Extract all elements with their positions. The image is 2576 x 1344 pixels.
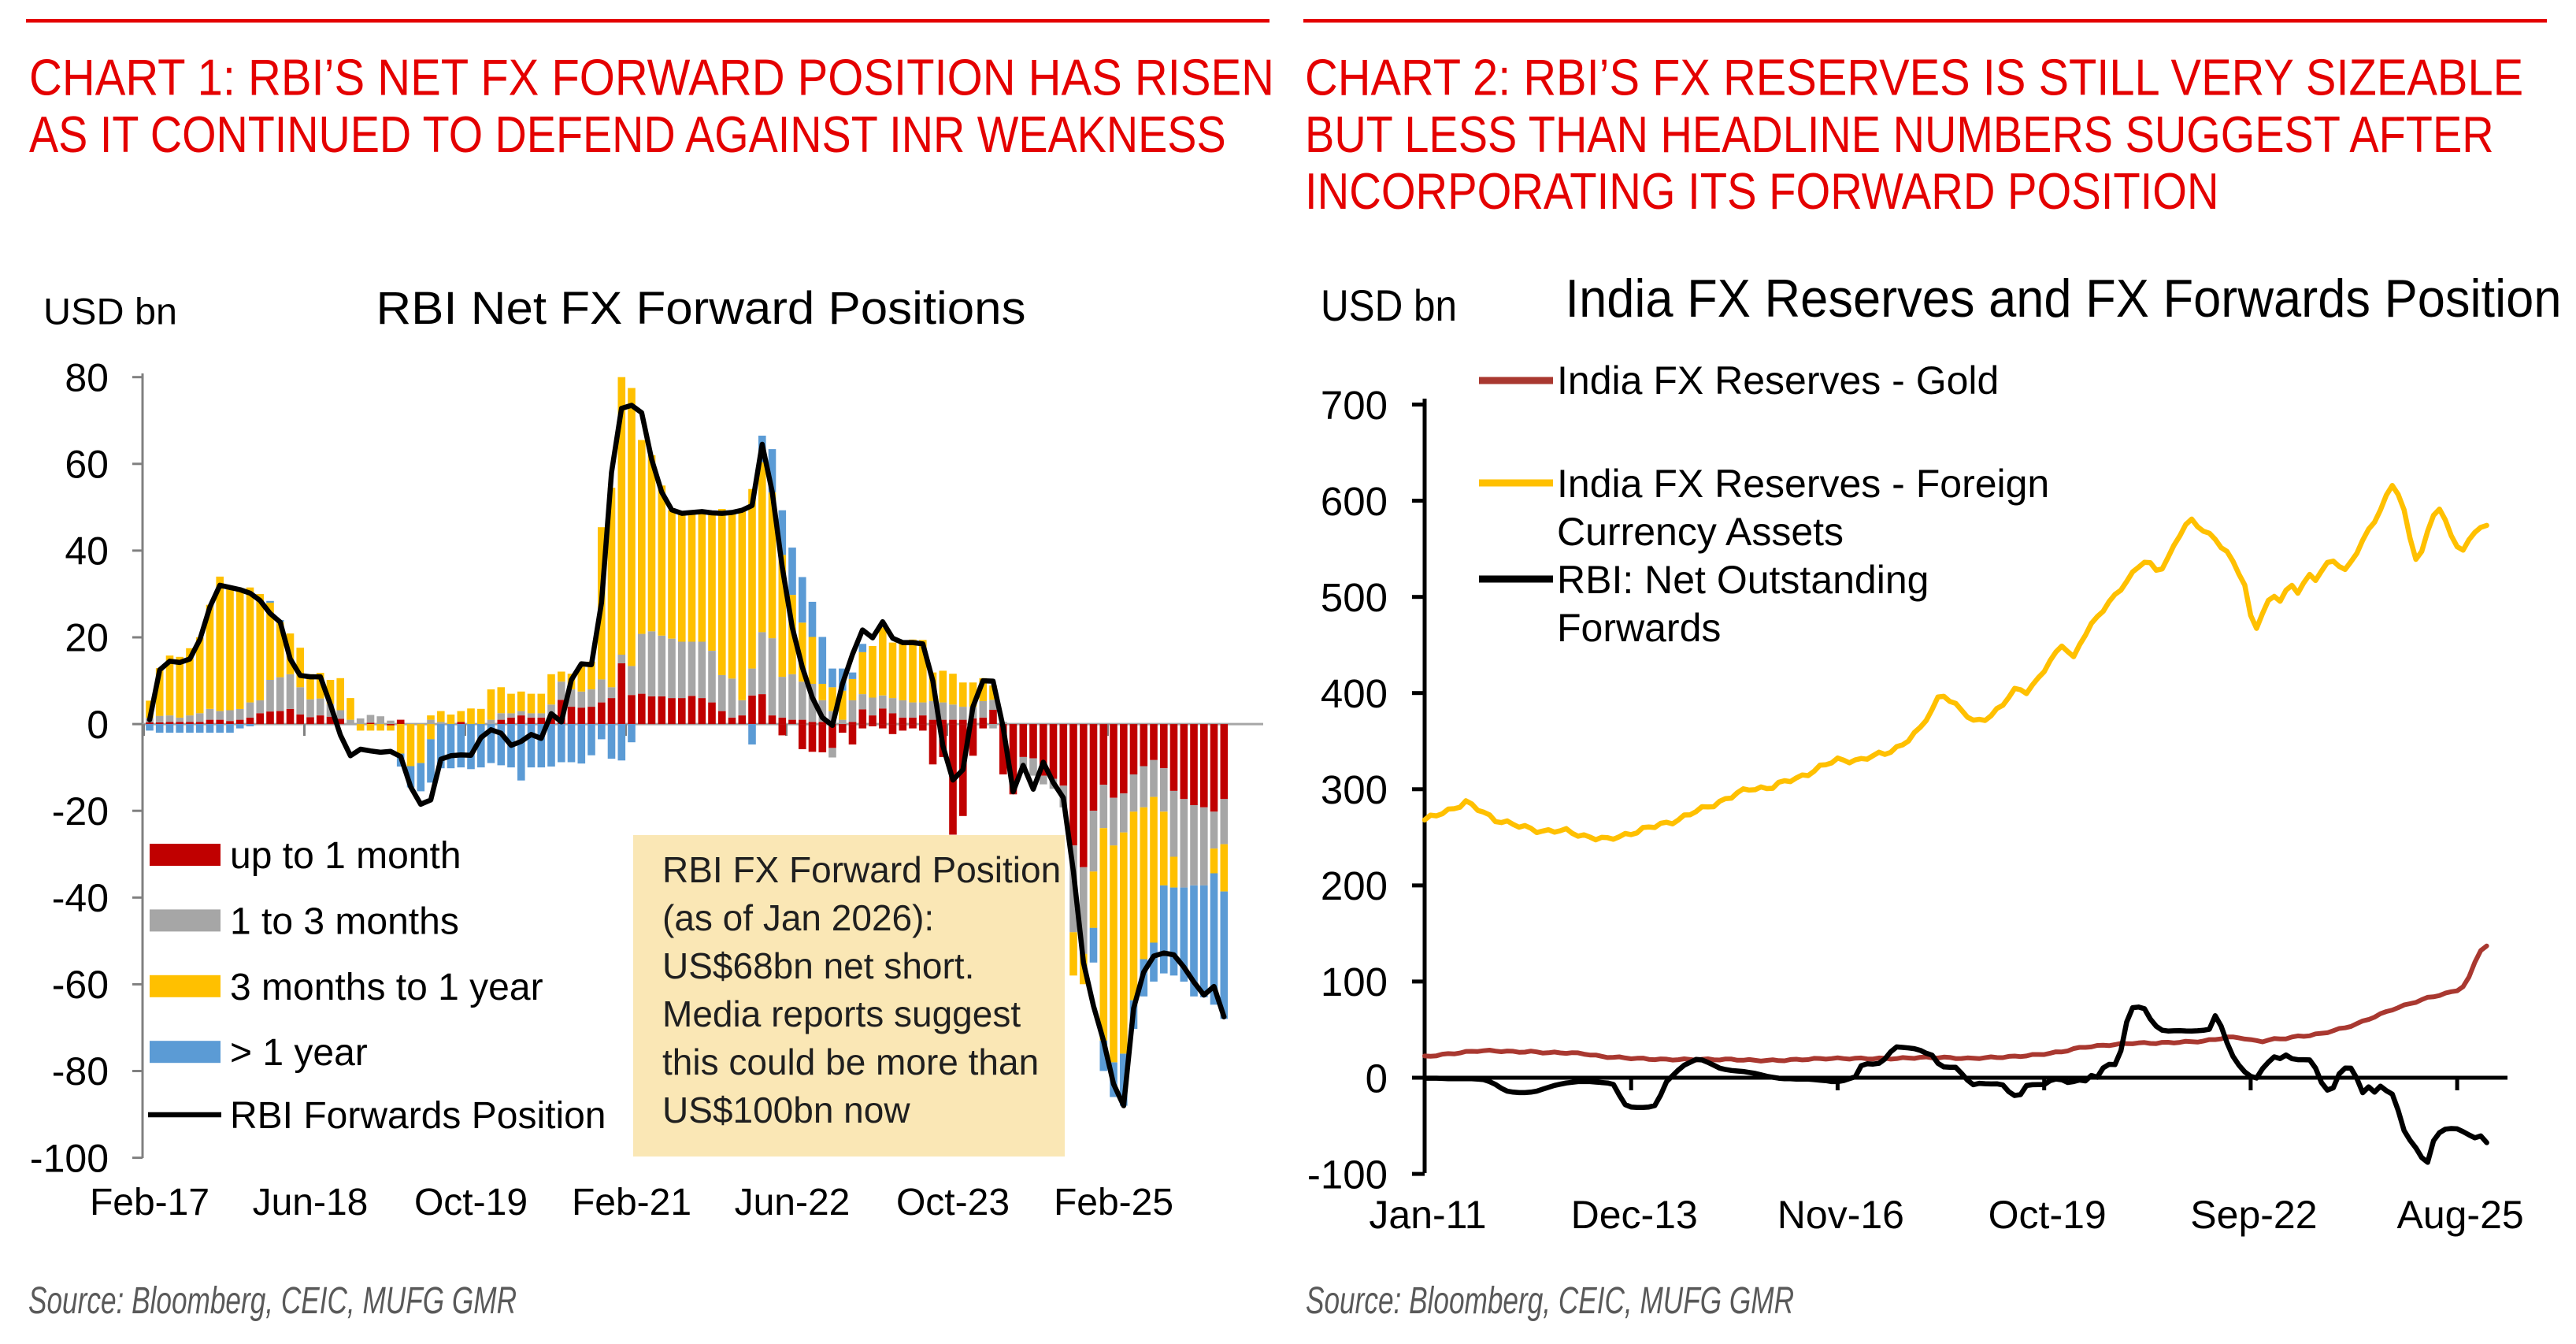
svg-text:40: 40 — [65, 529, 109, 574]
svg-text:India FX Reserves - Gold: India FX Reserves - Gold — [1557, 358, 1999, 403]
svg-text:400: 400 — [1321, 671, 1388, 716]
svg-text:Sep-22: Sep-22 — [2190, 1193, 2317, 1237]
svg-text:Currency Assets: Currency Assets — [1557, 510, 1844, 554]
svg-text:RBI: Net Outstanding: RBI: Net Outstanding — [1557, 558, 1929, 602]
svg-text:300: 300 — [1321, 767, 1388, 812]
svg-text:RBI FX Forward Position: RBI FX Forward Position — [662, 849, 1061, 890]
svg-text:INCORPORATING ITS FORWARD POSI: INCORPORATING ITS FORWARD POSITION — [1305, 164, 2219, 221]
svg-text:0: 0 — [1366, 1056, 1388, 1101]
svg-text:20: 20 — [65, 616, 109, 660]
svg-text:India FX Reserves and FX Forwa: India FX Reserves and FX Forwards Positi… — [1566, 269, 2562, 329]
svg-text:CHART 2: RBI’S FX RESERVES IS: CHART 2: RBI’S FX RESERVES IS STILL VERY… — [1305, 50, 2523, 106]
svg-text:80: 80 — [65, 355, 109, 399]
svg-text:Feb-21: Feb-21 — [572, 1182, 691, 1223]
svg-text:Feb-25: Feb-25 — [1054, 1182, 1173, 1223]
svg-text:1 to 3 months: 1 to 3 months — [230, 900, 459, 942]
svg-text:-100: -100 — [1307, 1152, 1388, 1197]
svg-text:CHART 1: RBI’S NET FX FORWARD: CHART 1: RBI’S NET FX FORWARD POSITION H… — [29, 50, 1274, 106]
svg-text:60: 60 — [65, 443, 109, 487]
svg-text:0: 0 — [87, 703, 109, 747]
svg-text:India FX Reserves - Foreign: India FX Reserves - Foreign — [1557, 462, 2049, 506]
svg-text:-80: -80 — [52, 1049, 109, 1093]
svg-text:Oct-19: Oct-19 — [1989, 1193, 2107, 1237]
svg-text:Source: Bloomberg, CEIC, MUFG: Source: Bloomberg, CEIC, MUFG GMR — [28, 1280, 517, 1322]
svg-text:US$100bn now: US$100bn now — [662, 1090, 910, 1131]
svg-text:this could be more than: this could be more than — [662, 1041, 1039, 1082]
svg-text:(as of Jan 2026):: (as of Jan 2026): — [662, 897, 934, 938]
svg-text:200: 200 — [1321, 863, 1388, 908]
svg-text:Feb-17: Feb-17 — [90, 1182, 209, 1223]
svg-text:-40: -40 — [52, 876, 109, 920]
svg-text:AS IT CONTINUED TO DEFEND AGAI: AS IT CONTINUED TO DEFEND AGAINST INR WE… — [29, 106, 1226, 163]
svg-text:Forwards: Forwards — [1557, 606, 1721, 650]
svg-text:Jun-18: Jun-18 — [253, 1182, 369, 1223]
svg-text:700: 700 — [1321, 383, 1388, 428]
svg-text:Oct-23: Oct-23 — [896, 1182, 1010, 1223]
svg-text:Media reports suggest: Media reports suggest — [662, 993, 1021, 1034]
svg-text:Jun-22: Jun-22 — [735, 1182, 851, 1223]
svg-text:Aug-25: Aug-25 — [2396, 1193, 2523, 1237]
svg-text:> 1 year: > 1 year — [230, 1032, 368, 1074]
svg-text:600: 600 — [1321, 479, 1388, 524]
svg-text:Nov-16: Nov-16 — [1777, 1193, 1904, 1237]
svg-text:Jan-11: Jan-11 — [1369, 1193, 1486, 1237]
svg-text:Dec-13: Dec-13 — [1571, 1193, 1698, 1237]
svg-text:BUT LESS THAN HEADLINE NUMBERS: BUT LESS THAN HEADLINE NUMBERS SUGGEST A… — [1305, 106, 2494, 163]
svg-text:-100: -100 — [30, 1136, 109, 1180]
svg-text:USD bn: USD bn — [43, 291, 177, 333]
svg-text:Oct-19: Oct-19 — [414, 1182, 528, 1223]
svg-text:Source: Bloomberg, CEIC, MUFG: Source: Bloomberg, CEIC, MUFG GMR — [1306, 1280, 1794, 1322]
svg-text:USD bn: USD bn — [1321, 280, 1457, 330]
svg-text:RBI Net FX Forward Positions: RBI Net FX Forward Positions — [376, 283, 1026, 334]
svg-text:-20: -20 — [52, 789, 109, 834]
svg-text:100: 100 — [1321, 960, 1388, 1004]
svg-text:up to 1 month: up to 1 month — [230, 835, 461, 877]
svg-text:-60: -60 — [52, 963, 109, 1007]
svg-text:US$68bn net short.: US$68bn net short. — [662, 945, 974, 986]
svg-text:500: 500 — [1321, 575, 1388, 620]
svg-text:RBI Forwards Position: RBI Forwards Position — [230, 1095, 606, 1137]
svg-text:3 months to 1 year: 3 months to 1 year — [230, 967, 543, 1008]
